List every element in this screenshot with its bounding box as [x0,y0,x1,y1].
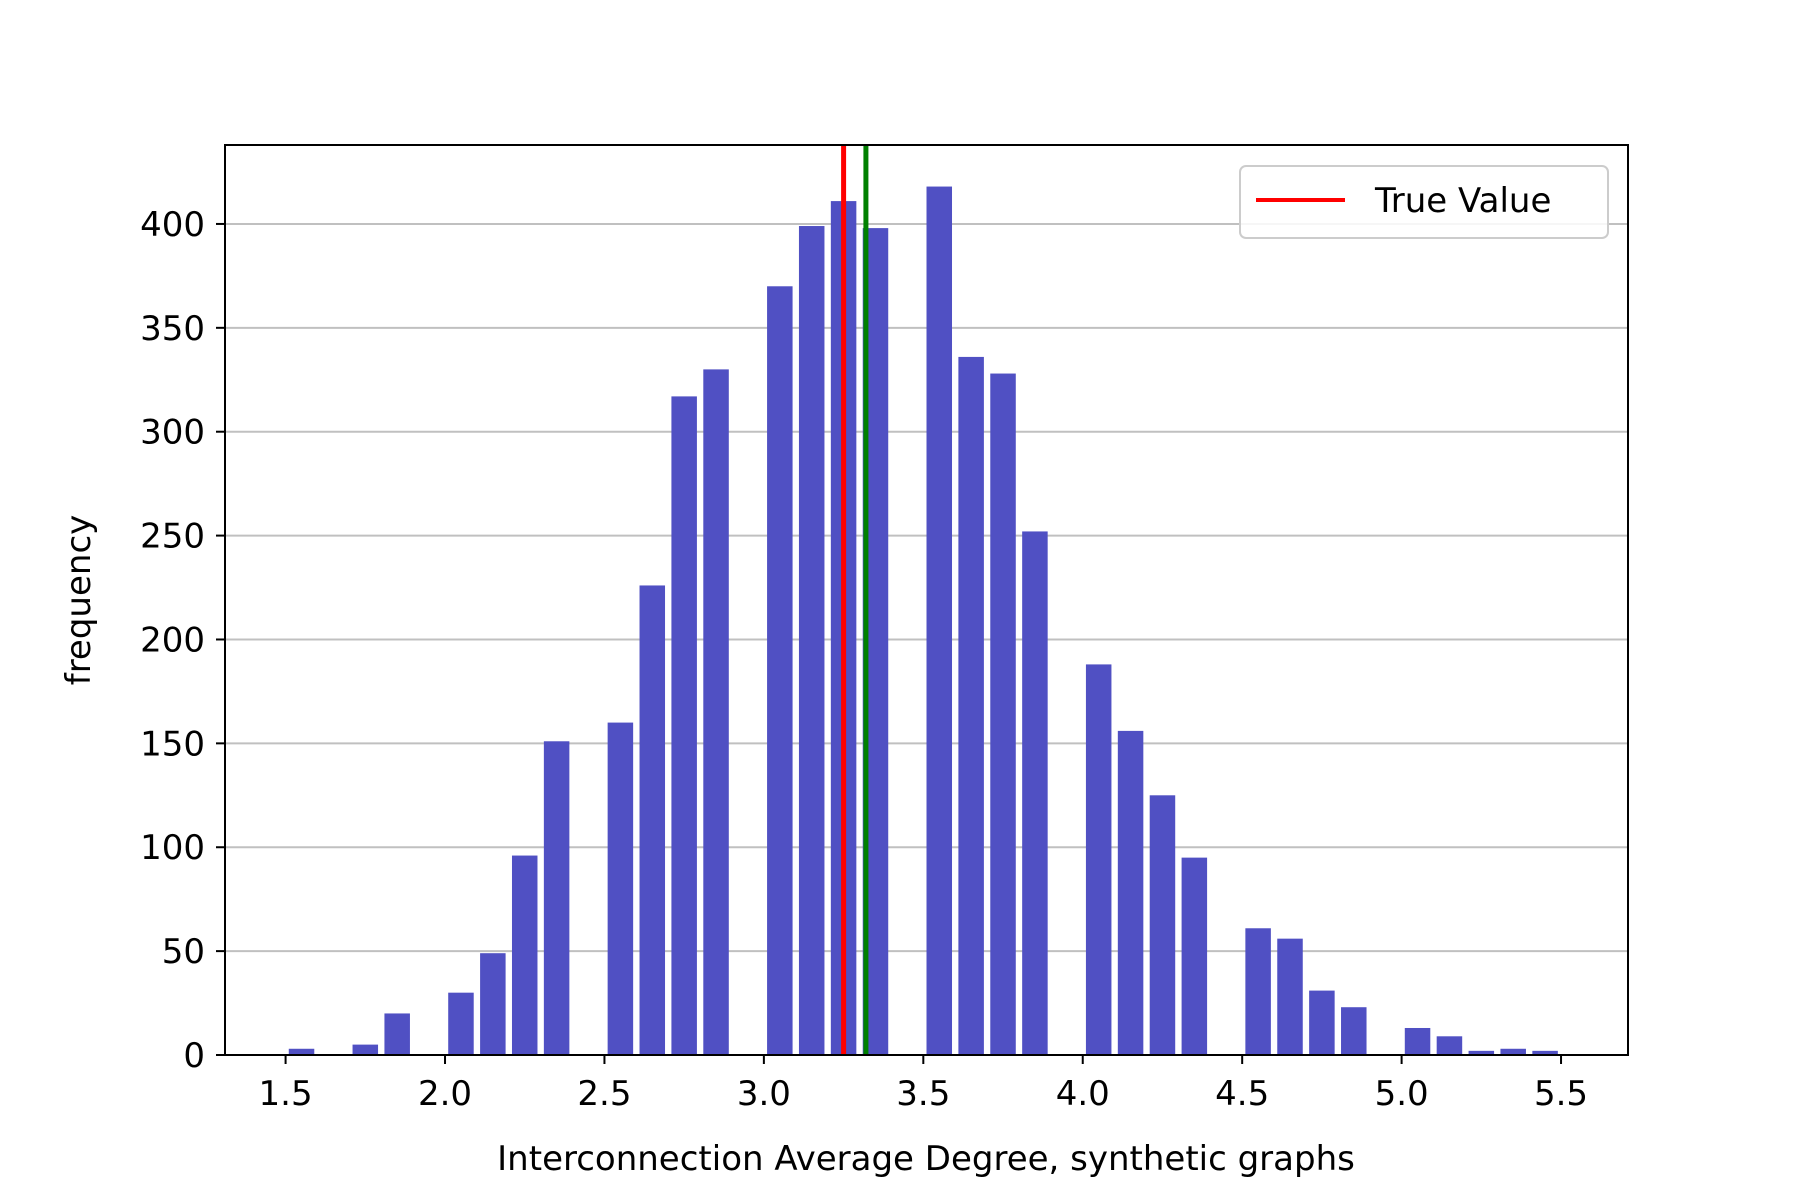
bar-31 [1532,1050,1558,1055]
bar-28 [1436,1036,1463,1055]
y-tick-label-0: 0 [183,1036,205,1076]
y-tick-label-5: 250 [140,517,205,557]
y-tick-label-6: 300 [140,413,205,453]
bars [288,186,1558,1056]
bar-3 [448,992,474,1055]
x-axis-label: Interconnection Average Degree, syntheti… [497,1139,1355,1179]
y-axis-ticks: 0 50 100 150 200 250 300 350 400 [140,205,225,1076]
bar-16 [958,356,984,1055]
x-tick-label-4: 3.5 [896,1074,950,1114]
y-tick-label-7: 350 [140,309,205,349]
bar-19 [1085,664,1112,1055]
bar-7 [607,722,634,1055]
bar-25 [1309,990,1335,1055]
bar-12 [798,226,825,1055]
x-tick-label-5: 4.0 [1056,1074,1110,1114]
legend-box [1239,165,1609,239]
x-tick-label-0: 1.5 [259,1074,313,1114]
bar-17 [990,373,1016,1055]
bar-2 [384,1013,410,1055]
x-tick-label-8: 5.5 [1534,1074,1588,1114]
plot-frame [224,144,1629,1056]
bar-11 [767,286,793,1055]
bar-0 [288,1048,315,1055]
bar-5 [511,855,538,1055]
bar-18 [1022,531,1048,1055]
bar-10 [703,369,729,1056]
x-tick-label-2: 2.5 [577,1074,631,1114]
x-axis-ticks: 1.5 2.0 2.5 3.0 3.5 4.0 4.5 5.0 5.5 [259,1055,1588,1114]
bar-1 [352,1044,379,1055]
bar-20 [1117,730,1144,1055]
bar-26 [1341,1007,1367,1055]
y-tick-label-4: 200 [140,620,205,660]
y-tick-label-1: 50 [162,932,205,972]
bar-22 [1181,857,1208,1055]
x-tick-label-6: 4.5 [1215,1074,1269,1114]
bar-24 [1277,938,1303,1055]
y-axis-label: frequency [59,515,99,686]
bar-23 [1245,928,1271,1055]
y-tick-label-8: 400 [140,205,205,245]
x-tick-label-3: 3.0 [737,1074,791,1114]
y-tick-label-3: 150 [140,724,205,764]
bar-30 [1500,1048,1526,1055]
legend-label-true-value: True Value [1374,181,1551,221]
bar-6 [543,741,570,1055]
bar-15 [926,186,953,1056]
bar-29 [1468,1050,1495,1055]
bar-8 [639,585,666,1055]
reference-lines [841,145,869,1055]
bar-4 [480,953,506,1055]
bar-27 [1404,1027,1431,1055]
bar-9 [671,396,697,1055]
x-tick-label-1: 2.0 [418,1074,472,1114]
x-tick-label-7: 5.0 [1375,1074,1429,1114]
bar-21 [1149,795,1176,1055]
y-tick-label-2: 100 [140,828,205,868]
legend: True Value [1239,165,1609,239]
